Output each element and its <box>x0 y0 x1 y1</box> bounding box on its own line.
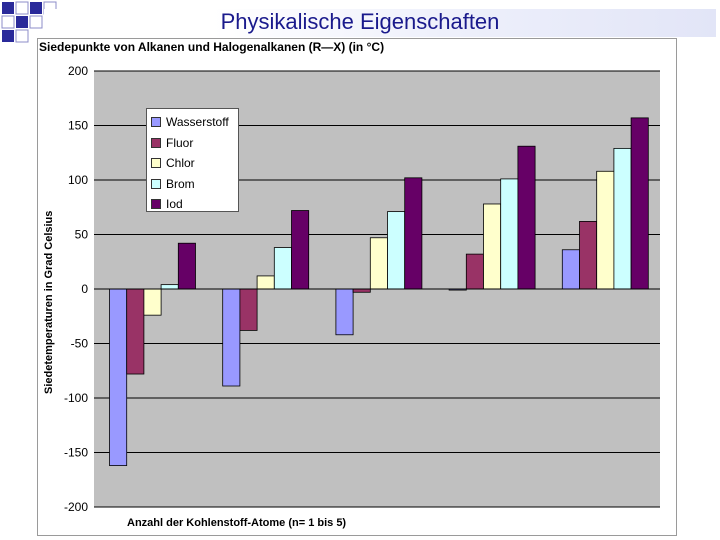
bar-iod-4 <box>517 145 536 290</box>
legend-swatch <box>151 117 161 127</box>
y-tick-label: 50 <box>75 228 89 242</box>
legend-label: Fluor <box>166 135 194 150</box>
y-tick-label: 0 <box>81 282 88 296</box>
bar-iod-3 <box>404 177 423 290</box>
bar-chlor-1 <box>143 288 162 316</box>
bar-iod-1 <box>177 242 196 290</box>
bar-brom-1 <box>160 284 179 290</box>
chart-legend: Wasserstoff Fluor Chlor Brom Iod <box>146 108 239 212</box>
chart-title: Siedepunkte von Alkanen und Halogenalkan… <box>39 40 385 54</box>
legend-swatch <box>151 158 161 168</box>
legend-label: Iod <box>166 197 183 211</box>
y-tick-label: 150 <box>68 119 88 133</box>
bar-wasserstoff-1 <box>109 288 128 466</box>
bar-iod-2 <box>291 210 310 290</box>
bar-chlor-2 <box>256 275 275 290</box>
bar-wasserstoff-2 <box>222 288 241 387</box>
legend-label: Brom <box>166 176 195 191</box>
bar-fluor-5 <box>579 221 598 290</box>
corner-decoration-icon <box>1 1 57 43</box>
y-tick-label: -200 <box>64 500 88 514</box>
y-axis-label: Siedetemperaturen in Grad Celsius <box>43 210 55 394</box>
y-tick-label: 200 <box>68 64 88 78</box>
y-tick-label: -50 <box>71 337 89 351</box>
legend-item-fluor: Fluor <box>151 133 193 153</box>
legend-label: Wasserstoff <box>166 115 229 129</box>
bar-iod-5 <box>630 117 649 290</box>
y-tick-label: -100 <box>64 391 88 405</box>
legend-item-wasserstoff: Wasserstoff <box>151 112 229 132</box>
bar-chlor-3 <box>369 237 388 290</box>
bar-brom-3 <box>387 211 406 290</box>
bar-wasserstoff-3 <box>335 288 354 336</box>
bar-fluor-4 <box>465 253 484 290</box>
legend-item-iod: Iod <box>151 194 183 214</box>
title-band <box>44 9 716 37</box>
bar-brom-4 <box>500 178 519 290</box>
legend-item-chlor: Chlor <box>151 153 195 173</box>
legend-label: Chlor <box>166 156 195 170</box>
bar-brom-5 <box>613 147 632 290</box>
bar-chlor-5 <box>596 170 615 290</box>
x-axis-label: Anzahl der Kohlenstoff-Atome (n= 1 bis 5… <box>127 517 347 529</box>
legend-swatch <box>151 178 161 189</box>
legend-swatch <box>151 137 161 148</box>
bar-fluor-2 <box>239 288 258 331</box>
bar-brom-2 <box>273 247 292 290</box>
y-tick-label: 100 <box>68 173 88 187</box>
slide-title: Physikalische Eigenschaften <box>220 9 500 34</box>
bar-fluor-1 <box>126 288 145 375</box>
legend-swatch <box>151 199 161 209</box>
y-tick-label: -150 <box>64 446 88 460</box>
legend-item-brom: Brom <box>151 174 195 194</box>
bar-chlor-4 <box>483 203 502 290</box>
bar-wasserstoff-5 <box>561 249 580 290</box>
